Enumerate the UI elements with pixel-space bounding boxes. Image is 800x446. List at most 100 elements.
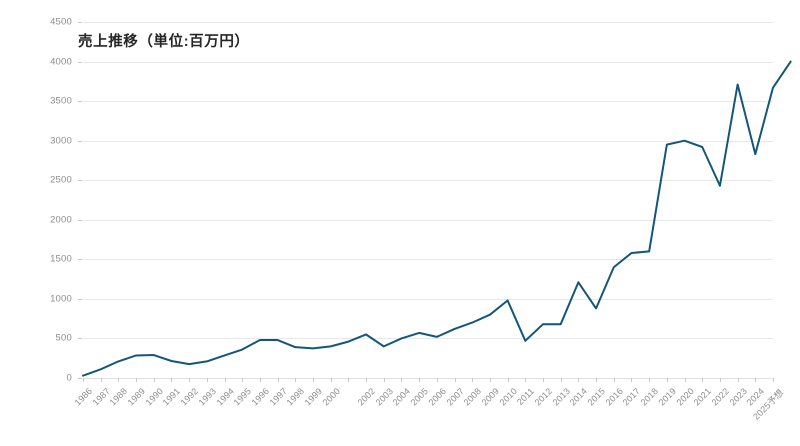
gridline	[83, 141, 773, 142]
x-tick-label: 2010	[497, 386, 519, 408]
x-tick-label: 1986	[72, 386, 95, 408]
gridline	[83, 22, 773, 23]
y-tick-label: 4000	[50, 56, 72, 68]
x-tick-mark	[401, 378, 402, 382]
y-tick-label: 3500	[50, 95, 72, 107]
x-tick-label: 1991	[161, 386, 183, 408]
x-tick-mark	[366, 378, 367, 382]
gridline	[83, 62, 773, 63]
x-tick-label: 2003	[373, 386, 395, 408]
x-tick-mark	[525, 378, 526, 382]
x-tick-mark	[508, 378, 509, 382]
x-tick-mark	[702, 378, 703, 382]
y-tick-mark	[78, 141, 82, 142]
x-tick-mark	[631, 378, 632, 382]
x-tick-mark	[384, 378, 385, 382]
x-tick-mark	[101, 378, 102, 382]
x-tick-label: 1994	[214, 386, 236, 408]
x-tick-label: 1988	[107, 386, 130, 408]
x-tick-label: 2015	[585, 386, 608, 408]
x-tick-mark	[295, 378, 296, 382]
x-tick-label: 2020	[674, 386, 696, 408]
y-tick-mark	[78, 22, 82, 23]
sales-line-series	[82, 60, 792, 377]
y-tick-mark	[78, 101, 82, 102]
y-tick-mark	[78, 62, 82, 63]
x-tick-mark	[154, 378, 155, 382]
x-tick-mark	[118, 378, 119, 382]
y-tick-label: 1000	[50, 293, 72, 305]
x-tick-label: 2018	[638, 386, 661, 408]
gridline	[83, 259, 773, 260]
x-tick-mark	[472, 378, 473, 382]
y-tick-mark	[78, 220, 82, 221]
x-tick-label: 2017	[621, 386, 643, 408]
x-tick-label: 2016	[603, 386, 625, 408]
gridline	[83, 180, 773, 181]
x-tick-mark	[667, 378, 668, 382]
x-tick-label: 1987	[90, 386, 112, 408]
y-tick-label: 0	[66, 372, 72, 384]
x-tick-label: 2002	[355, 386, 378, 408]
chart-title: 売上推移（単位:百万円）	[78, 34, 250, 50]
x-tick-mark	[614, 378, 615, 382]
x-tick-mark	[455, 378, 456, 382]
gridline	[83, 338, 773, 339]
x-tick-mark	[649, 378, 650, 382]
x-tick-label: 2008	[461, 386, 484, 408]
x-tick-mark	[171, 378, 172, 382]
x-tick-label: 2006	[426, 386, 448, 408]
x-tick-label: 1990	[143, 386, 165, 408]
x-tick-mark	[685, 378, 686, 382]
y-tick-label: 3000	[50, 135, 72, 147]
x-tick-label: 1992	[178, 386, 201, 408]
x-tick-mark	[773, 378, 774, 382]
x-tick-label: 1989	[125, 386, 148, 408]
y-tick-mark	[78, 299, 82, 300]
x-tick-mark	[596, 378, 597, 382]
x-tick-label: 1995	[231, 386, 254, 408]
x-tick-mark	[83, 378, 84, 382]
x-tick-label: 1997	[267, 386, 289, 408]
x-tick-mark	[313, 378, 314, 382]
y-tick-label: 2500	[50, 174, 72, 186]
x-tick-label: 2007	[444, 386, 466, 408]
y-tick-mark	[78, 259, 82, 260]
x-tick-label: 2019	[656, 386, 678, 408]
x-tick-mark	[225, 378, 226, 382]
y-tick-label: 500	[55, 332, 72, 344]
x-tick-mark	[189, 378, 190, 382]
x-tick-mark	[278, 378, 279, 382]
x-tick-label: 1999	[302, 386, 325, 408]
x-tick-mark	[331, 378, 332, 382]
x-tick-mark	[490, 378, 491, 382]
y-tick-label: 4500	[50, 16, 72, 28]
x-tick-mark	[207, 378, 208, 382]
x-tick-mark	[561, 378, 562, 382]
x-tick-label: 2023	[727, 386, 749, 408]
y-tick-mark	[78, 338, 82, 339]
x-tick-mark	[720, 378, 721, 382]
x-tick-label: 2009	[479, 386, 501, 408]
x-tick-label: 2021	[691, 386, 714, 408]
gridline	[83, 220, 773, 221]
y-tick-mark	[78, 180, 82, 181]
y-tick-label: 1500	[50, 253, 72, 265]
y-tick-mark	[78, 378, 82, 379]
x-tick-label: 2012	[532, 386, 555, 408]
x-tick-label: 2013	[550, 386, 572, 408]
x-tick-mark	[242, 378, 243, 382]
x-tick-mark	[260, 378, 261, 382]
x-tick-mark	[543, 378, 544, 382]
x-tick-label: 2005	[408, 386, 431, 408]
x-tick-label: 1993	[196, 386, 218, 408]
x-tick-label: 2000	[320, 386, 342, 408]
x-tick-mark	[755, 378, 756, 382]
x-tick-label: 1996	[249, 386, 271, 408]
x-tick-label: 2022	[709, 386, 731, 408]
gridline	[83, 299, 773, 300]
x-tick-label: 1998	[284, 386, 307, 408]
x-tick-mark	[738, 378, 739, 382]
x-tick-mark	[578, 378, 579, 382]
